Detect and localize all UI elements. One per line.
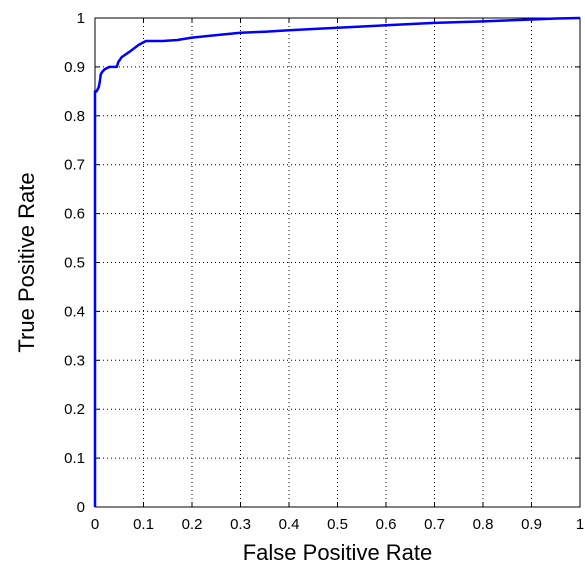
grid <box>95 18 580 507</box>
y-tick-label: 0.8 <box>64 108 85 125</box>
x-tick-label: 0.4 <box>279 516 300 533</box>
y-tick-label: 0.1 <box>64 450 85 467</box>
y-tick-label: 1 <box>77 10 85 27</box>
roc-curve <box>93 16 581 507</box>
y-tick-label: 0.6 <box>64 206 85 223</box>
y-tick-label: 0 <box>77 499 85 516</box>
x-axis-label: False Positive Rate <box>243 540 433 565</box>
x-tick-label: 0.8 <box>473 516 494 533</box>
x-tick-label: 0.1 <box>133 516 154 533</box>
x-tick-label: 0.6 <box>376 516 397 533</box>
x-tick-label: 0.5 <box>327 516 348 533</box>
y-tick-label: 0.7 <box>64 157 85 174</box>
y-tick-label: 0.9 <box>64 59 85 76</box>
x-tick-label: 0.9 <box>521 516 542 533</box>
x-tick-label: 0.2 <box>182 516 203 533</box>
y-tick-label: 0.2 <box>64 401 85 418</box>
x-tick-label: 0.7 <box>424 516 445 533</box>
y-tick-label: 0.3 <box>64 352 85 369</box>
y-tick-labels: 0 0.1 0.2 0.3 0.4 0.5 0.6 0.7 0.8 0.9 1 <box>64 10 85 516</box>
x-tick-label: 0.3 <box>230 516 251 533</box>
x-tick-label: 0 <box>91 516 99 533</box>
x-tick-label: 1 <box>576 516 584 533</box>
y-tick-label: 0.5 <box>64 255 85 272</box>
y-axis-label: True Positive Rate <box>14 172 39 352</box>
y-tick-label: 0.4 <box>64 303 85 320</box>
x-tick-labels: 0 0.1 0.2 0.3 0.4 0.5 0.6 0.7 0.8 0.9 1 <box>91 516 584 533</box>
